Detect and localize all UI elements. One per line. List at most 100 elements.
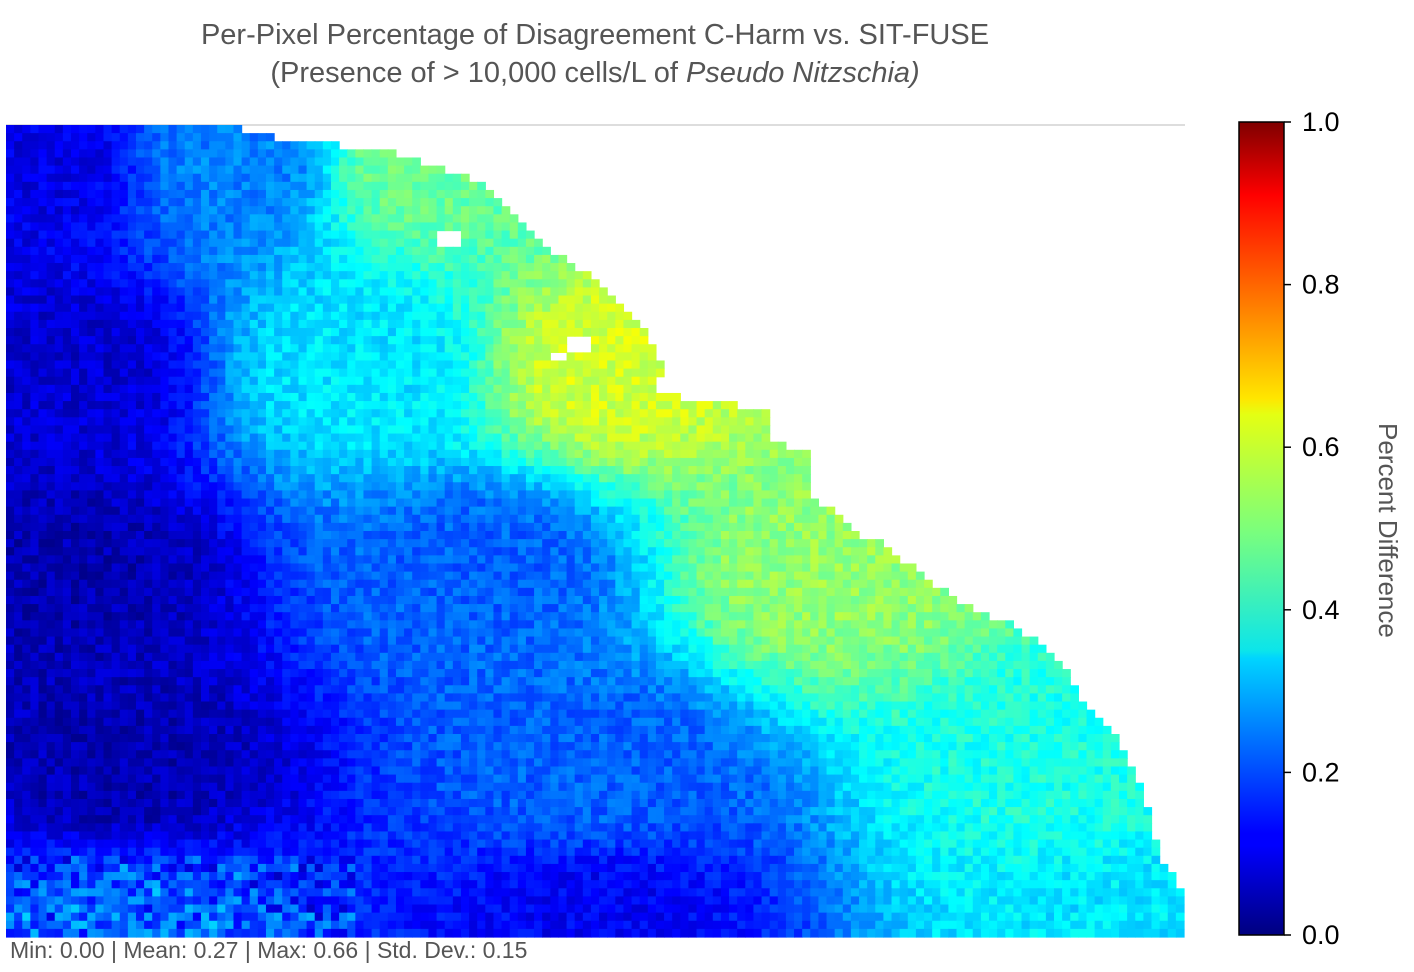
heatmap-cell — [818, 595, 828, 605]
heatmap-cell — [517, 474, 527, 483]
heatmap-cell — [38, 165, 48, 175]
heatmap-cell — [225, 311, 235, 321]
heatmap-cell — [607, 311, 616, 321]
heatmap-cell — [314, 271, 324, 280]
heatmap-cell — [265, 587, 275, 597]
heatmap-cell — [87, 271, 96, 280]
heatmap-cell — [355, 482, 365, 491]
heatmap-cell — [290, 303, 300, 313]
heatmap-cell — [119, 425, 129, 435]
heatmap-cell — [274, 595, 283, 605]
heatmap-cell — [615, 384, 625, 394]
heatmap-cell — [582, 555, 592, 565]
heatmap-cell — [469, 433, 478, 443]
heatmap-cell — [395, 401, 405, 410]
heatmap-cell — [444, 303, 454, 313]
heatmap-cell — [623, 336, 633, 345]
heatmap-cell — [6, 263, 15, 272]
heatmap-cell — [127, 587, 137, 597]
heatmap-cell — [574, 466, 584, 475]
heatmap-cell — [330, 490, 340, 500]
heatmap-cell — [363, 149, 373, 159]
heatmap-cell — [306, 287, 316, 297]
heatmap-cell — [647, 425, 657, 435]
heatmap-cell — [233, 165, 243, 175]
heatmap-cell — [54, 612, 64, 621]
heatmap-cell — [534, 246, 543, 256]
heatmap-cell — [87, 506, 96, 516]
heatmap-cell — [436, 222, 446, 232]
heatmap-cell — [525, 506, 535, 516]
heatmap-cell — [590, 539, 600, 548]
heatmap-cell — [509, 441, 519, 451]
heatmap-cell — [753, 563, 763, 573]
heatmap-cell — [688, 498, 698, 508]
heatmap-cell — [404, 506, 413, 516]
heatmap-cell — [30, 368, 40, 378]
heatmap-cell — [542, 490, 551, 500]
heatmap-cell — [655, 425, 665, 435]
heatmap-cell — [574, 319, 584, 329]
heatmap-cell — [233, 498, 243, 508]
heatmap-cell — [135, 604, 145, 613]
heatmap-cell — [119, 604, 129, 613]
heatmap-cell — [428, 571, 438, 581]
heatmap-cell — [542, 254, 551, 264]
heatmap-cell — [615, 498, 625, 508]
heatmap-cell — [680, 441, 690, 451]
heatmap-cell — [363, 157, 373, 167]
heatmap-cell — [62, 482, 72, 491]
heatmap-cell — [22, 441, 31, 451]
heatmap-cell — [225, 206, 235, 215]
heatmap-cell — [444, 595, 454, 605]
heatmap-cell — [493, 384, 503, 394]
heatmap-cell — [322, 401, 332, 410]
heatmap-cell — [70, 189, 80, 199]
heatmap-cell — [87, 198, 96, 207]
heatmap-cell — [639, 498, 649, 508]
heatmap-cell — [339, 173, 348, 183]
heatmap-cell — [355, 319, 365, 329]
heatmap-cell — [103, 539, 113, 548]
heatmap-cell — [249, 571, 259, 581]
heatmap-cell — [176, 376, 186, 386]
heatmap-cell — [111, 368, 121, 378]
heatmap-cell — [501, 555, 511, 565]
heatmap-cell — [290, 360, 300, 370]
heatmap-cell — [395, 457, 405, 467]
heatmap-cell — [599, 498, 608, 508]
heatmap-cell — [347, 612, 356, 621]
heatmap-cell — [599, 376, 608, 386]
heatmap-cell — [70, 254, 80, 264]
heatmap-cell — [428, 474, 438, 483]
heatmap-cell — [70, 506, 80, 516]
heatmap-cell — [176, 254, 186, 264]
heatmap-cell — [883, 595, 893, 605]
heatmap-cell — [404, 319, 413, 329]
heatmap-cell — [436, 198, 446, 207]
heatmap-cell — [688, 417, 698, 427]
heatmap-cell — [412, 295, 421, 305]
heatmap-cell — [493, 482, 503, 491]
heatmap-cell — [891, 579, 901, 589]
heatmap-cell — [387, 222, 397, 232]
heatmap-cell — [274, 539, 283, 548]
heatmap-cell — [184, 401, 194, 410]
heatmap-cell — [785, 466, 795, 475]
heatmap-cell — [477, 206, 486, 215]
heatmap-cell — [290, 595, 300, 605]
heatmap-cell — [70, 595, 80, 605]
heatmap-cell — [477, 441, 486, 451]
heatmap-cell — [200, 579, 210, 589]
heatmap-cell — [428, 490, 438, 500]
heatmap-cell — [314, 360, 324, 370]
heatmap-cell — [712, 506, 722, 516]
heatmap-cell — [95, 563, 105, 573]
heatmap-cell — [152, 522, 161, 532]
heatmap-cell — [347, 214, 356, 224]
heatmap-cell — [720, 579, 730, 589]
heatmap-cell — [647, 547, 657, 556]
heatmap-cell — [420, 287, 430, 297]
heatmap-cell — [46, 571, 56, 581]
heatmap-cell — [184, 303, 194, 313]
